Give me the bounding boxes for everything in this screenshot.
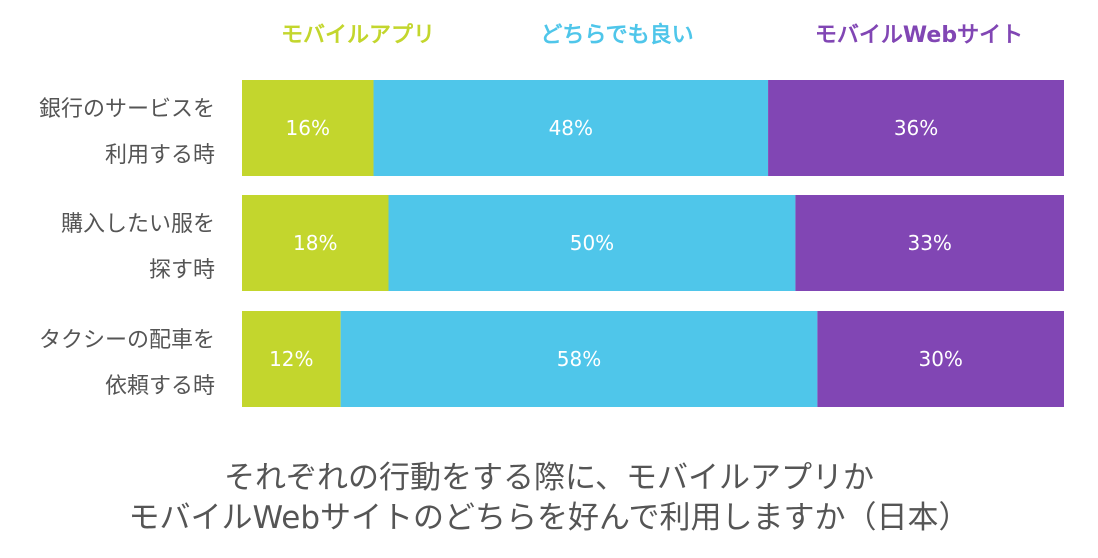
bar-segment-3-1: [242, 311, 341, 407]
stacked-bar-chart: モバイルアプリ どちらでも良い モバイルWebサイト 16% 48% 36% 銀行のサービス…: [39, 22, 1064, 407]
value-label-1-3: 36%: [894, 116, 938, 140]
bar-segment-2-3: [795, 195, 1064, 291]
value-label-3-1: 12%: [269, 347, 313, 371]
value-label-2-2: 50%: [570, 231, 614, 255]
category-label-3-line-2: 依頼する時: [105, 374, 215, 399]
category-label-1-line-1: 銀行のサービスを: [39, 97, 215, 122]
legend-label-3: モバイルWebサイト: [815, 23, 1023, 48]
category-label-2-line-1: 購入したい服を: [61, 212, 215, 237]
category-label-2-line-2: 探す時: [149, 258, 215, 283]
bar-segment-2-1: [242, 195, 389, 291]
category-label-1-line-2: 利用する時: [105, 143, 215, 168]
bar-segment-3-3: [817, 311, 1064, 407]
value-label-3-3: 30%: [918, 347, 962, 371]
legend-label-1: モバイルアプリ: [281, 23, 435, 48]
bar-segment-2-2: [388, 195, 796, 291]
bar-segment-1-2: [373, 80, 769, 176]
value-label-1-2: 48%: [549, 116, 593, 140]
caption-line-2: モバイルWebサイトのどちらを好んで利用しますか（日本）: [128, 500, 970, 536]
value-label-2-1: 18%: [293, 231, 337, 255]
category-label-3-line-1: タクシーの配車を: [39, 328, 215, 353]
value-label-2-3: 33%: [907, 231, 951, 255]
bar-segment-1-1: [242, 80, 374, 176]
value-label-1-1: 16%: [286, 116, 330, 140]
value-label-3-2: 58%: [557, 347, 601, 371]
legend-label-2: どちらでも良い: [540, 22, 693, 48]
caption-line-1: それぞれの行動をする際に、モバイルアプリか: [223, 460, 875, 496]
bar-segment-1-3: [768, 80, 1064, 176]
bar-segment-3-2: [340, 311, 818, 407]
